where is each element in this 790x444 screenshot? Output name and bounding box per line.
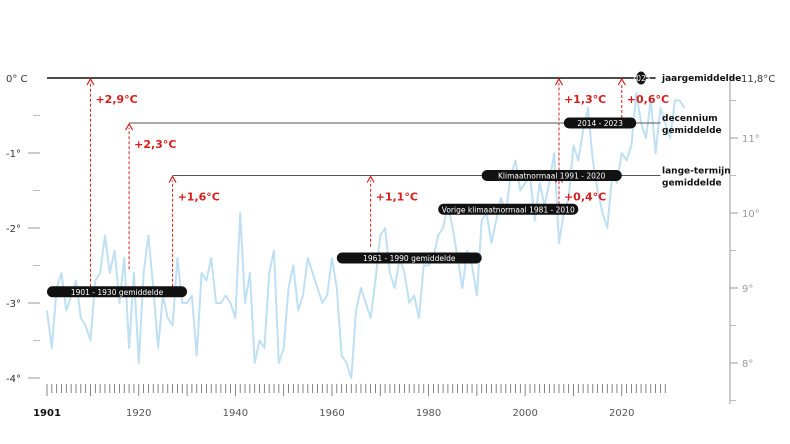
delta-label: +0,6°C (627, 93, 669, 106)
x-tick-label: 1960 (319, 408, 344, 419)
period-label: 2023 (632, 74, 651, 83)
period-pill (481, 170, 622, 181)
delta-label: +1,3°C (564, 93, 606, 106)
period-label: Klimaatnormaal 1991 - 2020 (498, 172, 606, 181)
period-pill (336, 252, 482, 264)
delta-arrowhead (125, 122, 134, 131)
right-tick-label: 10° (742, 209, 760, 220)
period-label: 1901 - 1930 gemiddelde (71, 288, 164, 297)
x-tick-label: 1920 (126, 408, 151, 419)
series-line (46, 92, 686, 379)
x-tick-label: 2000 (512, 408, 537, 419)
period-label: Vorige klimaatnormaal 1981 - 2010 (442, 205, 575, 214)
delta-arrowhead (617, 77, 626, 86)
right-series-label: gemiddelde (662, 126, 722, 136)
y-tick-label: 0° C (6, 74, 28, 85)
x-tick-label: 1901 (33, 408, 61, 419)
period-pills: 1901 - 1930 gemiddelde 1961 - 1990 gemidd… (47, 71, 651, 298)
period-pill (636, 71, 646, 85)
series-layer (46, 92, 686, 379)
period-pill (563, 117, 637, 129)
right-labels: jaargemiddelde decennium gemiddelde lange-t… (661, 74, 741, 189)
delta-arrowhead (168, 175, 177, 183)
y-tick-label: -3° (6, 299, 21, 310)
x-axis: 1901 1920 1940 1960 1980 2000 2020 (33, 384, 666, 419)
delta-label: +0,4°C (564, 191, 606, 204)
right-axis: 11,8°C 11° 10° 9° 8° (729, 74, 775, 404)
right-series-label: gemiddelde (662, 179, 722, 189)
x-tick-label: 1980 (416, 408, 441, 419)
period-label: 1961 - 1990 gemiddelde (363, 254, 456, 263)
delta-label: +2,3°C (134, 138, 176, 151)
y-tick-label: -1° (6, 149, 21, 160)
delta-label: +2,9°C (95, 93, 137, 106)
left-axis: 0° C -1° -2° -3° -4° (6, 74, 40, 385)
right-tick-label: 11,8°C (741, 74, 775, 85)
period-pill (47, 286, 188, 298)
right-tick-label: 9° (742, 284, 753, 295)
right-series-label: lange-termijn (662, 167, 731, 177)
delta-label: +1,1°C (376, 191, 418, 204)
right-tick-label: 8° (742, 359, 753, 370)
right-series-label: decennium (662, 114, 718, 124)
x-tick-label: 2020 (609, 408, 634, 419)
y-tick-label: -2° (6, 224, 21, 235)
x-tick-label: 1940 (223, 408, 248, 419)
delta-arrows: +2,9°C +2,3°C +1,6°C +1,1°C +1,3°C +0,4°C +0,6… (86, 77, 669, 292)
y-tick-label: -4° (6, 374, 21, 385)
delta-arrowhead (554, 77, 563, 86)
delta-arrowhead (366, 175, 375, 183)
right-tick-label: 11° (742, 134, 760, 145)
right-series-label: jaargemiddelde (661, 74, 741, 84)
delta-arrowhead (86, 77, 95, 86)
delta-label: +1,6°C (178, 191, 220, 204)
period-pill (438, 203, 579, 215)
period-label: 2014 - 2023 (577, 119, 623, 128)
